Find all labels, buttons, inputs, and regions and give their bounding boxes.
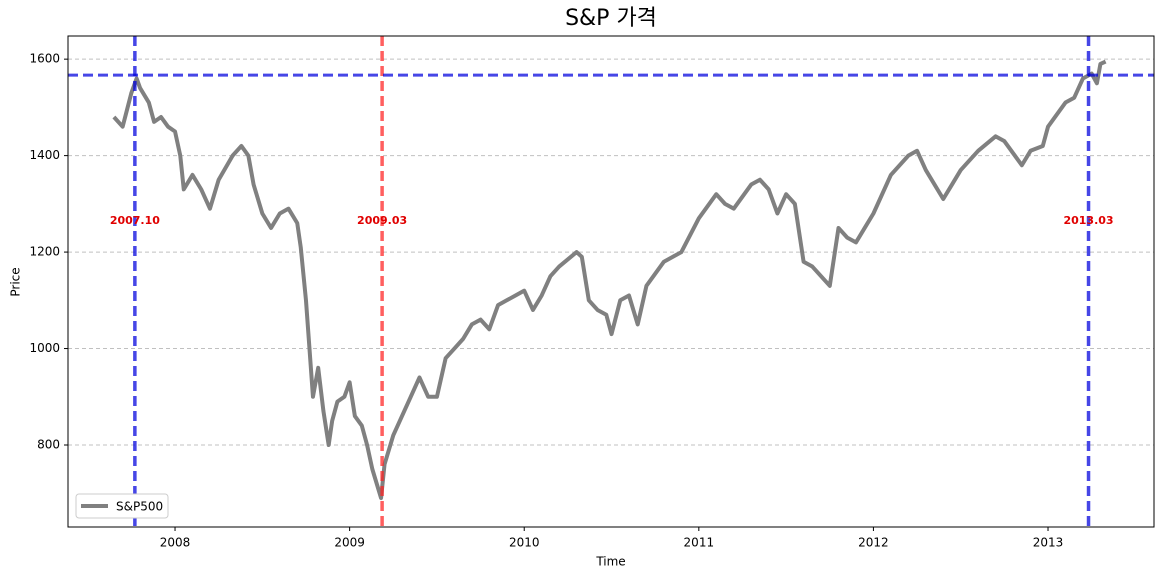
y-axis-label: Price xyxy=(9,267,23,296)
legend-box xyxy=(75,493,169,519)
x-tick-label: 2009 xyxy=(334,536,365,550)
plot-frame xyxy=(67,35,1155,528)
chart-title: S&P 가격 xyxy=(565,6,657,31)
x-tick-label: 2008 xyxy=(160,536,191,550)
y-tick-label: 800 xyxy=(37,438,60,452)
x-tick-label: 2010 xyxy=(509,536,540,550)
y-tick-label: 1600 xyxy=(29,52,60,66)
x-tick-label: 2011 xyxy=(684,536,715,550)
vertical-line-label: 2009.03 xyxy=(357,214,407,227)
x-tick-label: 2013 xyxy=(1033,536,1064,550)
y-tick-label: 1000 xyxy=(29,341,60,355)
x-axis-label: Time xyxy=(595,555,625,569)
x-tick-label: 2012 xyxy=(858,536,889,550)
vertical-line-label: 2007.10 xyxy=(110,214,160,227)
y-tick-label: 1400 xyxy=(29,148,60,162)
y-tick-label: 1200 xyxy=(29,245,60,259)
line-series xyxy=(112,59,1107,501)
legend-label: S&P500 xyxy=(116,500,163,514)
vertical-line-label: 2013.03 xyxy=(1063,214,1113,227)
